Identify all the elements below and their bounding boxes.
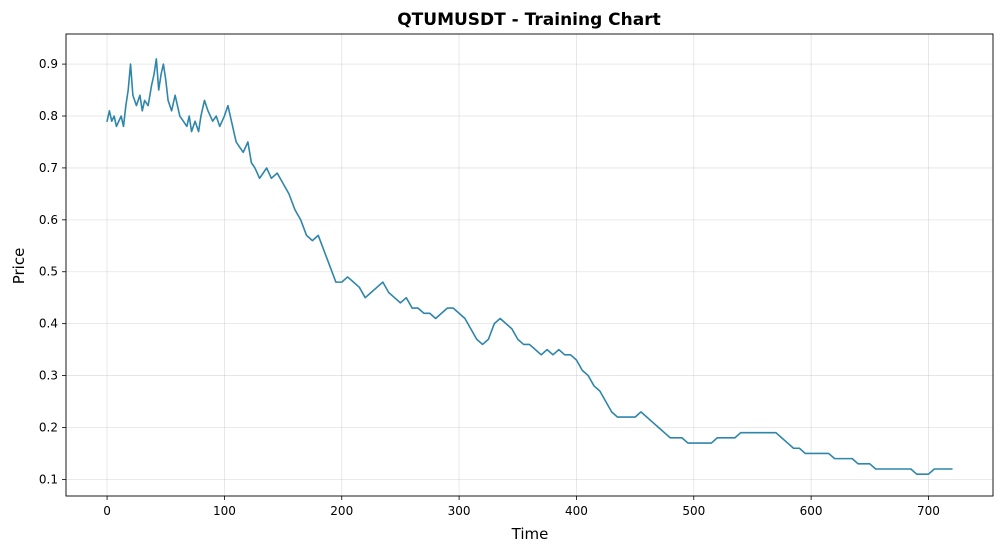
ticks: 0 100 200 300 400 500 600 700 0.1 0.2 0.3 0.4 0.5 0.6…: [39, 57, 940, 518]
y-tick-label: 0.8: [39, 109, 58, 123]
x-tick-label: 200: [330, 504, 353, 518]
x-axis-label: Time: [511, 525, 549, 543]
y-tick-label: 0.1: [39, 472, 58, 486]
x-tick-label: 100: [213, 504, 236, 518]
x-tick-label: 700: [917, 504, 940, 518]
y-tick-label: 0.6: [39, 213, 58, 227]
y-tick-label: 0.3: [39, 369, 58, 383]
y-tick-label: 0.2: [39, 420, 58, 434]
y-tick-label: 0.7: [39, 161, 58, 175]
y-tick-label: 0.9: [39, 57, 58, 71]
series-layer: [106, 58, 953, 475]
x-tick-label: 300: [448, 504, 471, 518]
y-tick-label: 0.4: [39, 317, 58, 331]
x-tick-label: 500: [682, 504, 705, 518]
grid: [66, 34, 993, 496]
x-tick-label: 400: [565, 504, 588, 518]
plot-frame: [65, 33, 994, 497]
x-tick-label: 600: [800, 504, 823, 518]
price-series-line: [106, 58, 953, 475]
x-tick-label: 0: [103, 504, 111, 518]
y-tick-label: 0.5: [39, 265, 58, 279]
y-axis-label: Price: [10, 248, 28, 285]
chart-title: QTUMUSDT - Training Chart: [397, 10, 661, 30]
